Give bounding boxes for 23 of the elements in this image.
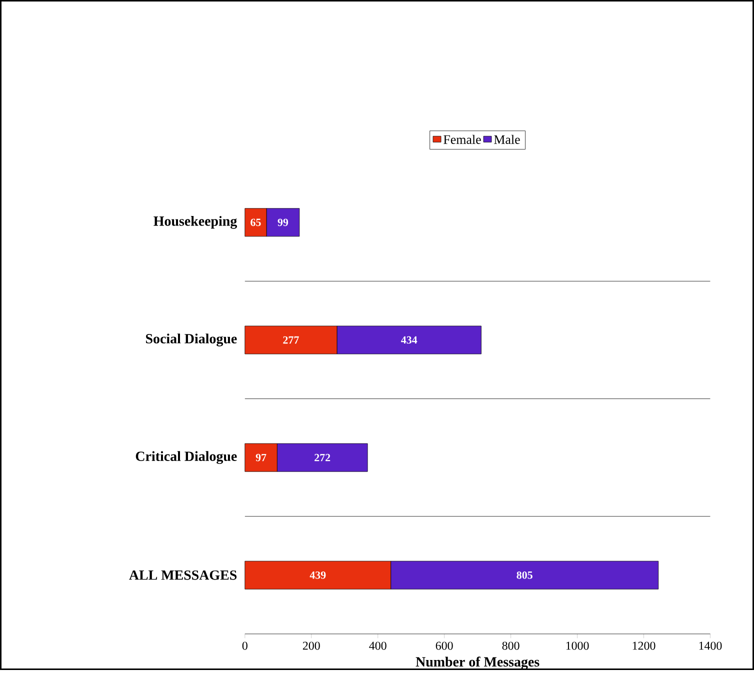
data-label: 805 (516, 572, 532, 579)
data-label: 65 (250, 218, 261, 226)
legend-label: Female (444, 134, 481, 144)
y-tick-label: Housekeeping (154, 216, 238, 229)
x-tick-label: 400 (369, 642, 386, 650)
data-label: 277 (283, 336, 299, 344)
x-tick-label: 1400 (699, 642, 722, 650)
y-tick-label: ALL MESSAGES (129, 570, 237, 580)
y-tick-label: Critical Dialogue (136, 451, 237, 464)
x-tick-label: 1200 (632, 642, 656, 650)
data-label: 439 (310, 572, 326, 579)
data-label: 434 (401, 336, 418, 344)
x-axis-title: Number of Messages (416, 656, 540, 670)
x-tick-label: 200 (302, 642, 320, 650)
y-tick-label: Social Dialogue (146, 334, 237, 346)
data-label: 99 (278, 218, 288, 226)
data-label: 272 (314, 454, 330, 462)
legend-label: Male (494, 134, 520, 144)
x-tick-label: 1000 (566, 642, 589, 650)
x-tick-label: 600 (436, 642, 453, 650)
x-tick-label: 800 (502, 642, 520, 650)
x-tick-label: 0 (242, 642, 248, 650)
data-label: 97 (256, 454, 266, 462)
